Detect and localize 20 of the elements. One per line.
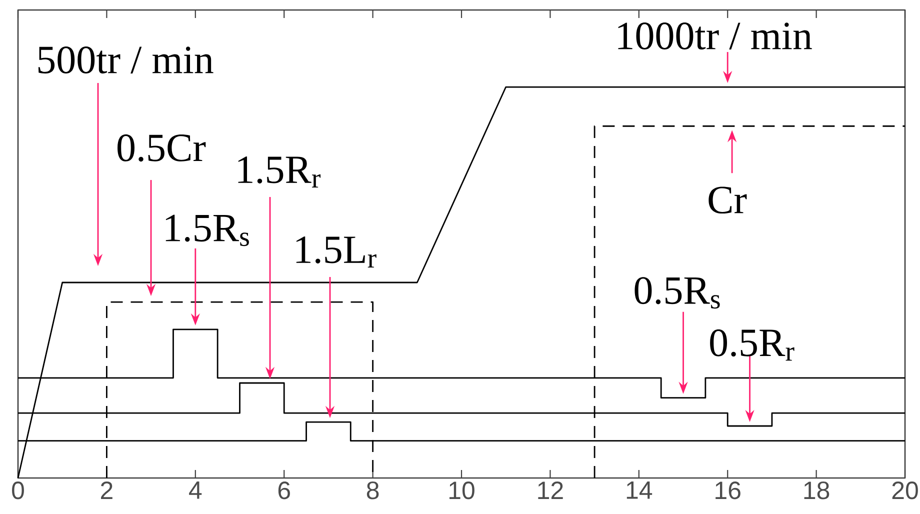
annotation: 0.5R$_{s}$ bbox=[634, 277, 720, 309]
annotation: 1000tr / min bbox=[618, 22, 812, 50]
x-tick-label: 18 bbox=[804, 482, 830, 500]
annotation: 1.5R$_{s}$ bbox=[166, 214, 249, 246]
annotation: 1.5L$_{r}$ bbox=[296, 236, 376, 268]
x-tick-label: 6 bbox=[278, 482, 290, 500]
x-tick-label: 20 bbox=[892, 482, 918, 500]
x-tick-label: 4 bbox=[189, 482, 202, 499]
x-tick-label: 12 bbox=[538, 482, 563, 499]
annotation: Cr bbox=[708, 186, 747, 214]
x-tick-label: 14 bbox=[626, 482, 652, 499]
x-tick-label: 2 bbox=[101, 482, 112, 499]
x-tick-label: 16 bbox=[716, 482, 740, 500]
x-tick-label: 10 bbox=[450, 482, 474, 500]
annotation: 0.5Cr bbox=[118, 134, 206, 162]
text: 500tr / min bbox=[38, 46, 214, 74]
annotation: 0.5R$_{r}$ bbox=[710, 329, 794, 361]
x-tick-label: 0 bbox=[12, 482, 24, 500]
annotation: 1.5R$_{r}$ bbox=[238, 156, 321, 188]
x-tick-label: 8 bbox=[366, 482, 379, 500]
